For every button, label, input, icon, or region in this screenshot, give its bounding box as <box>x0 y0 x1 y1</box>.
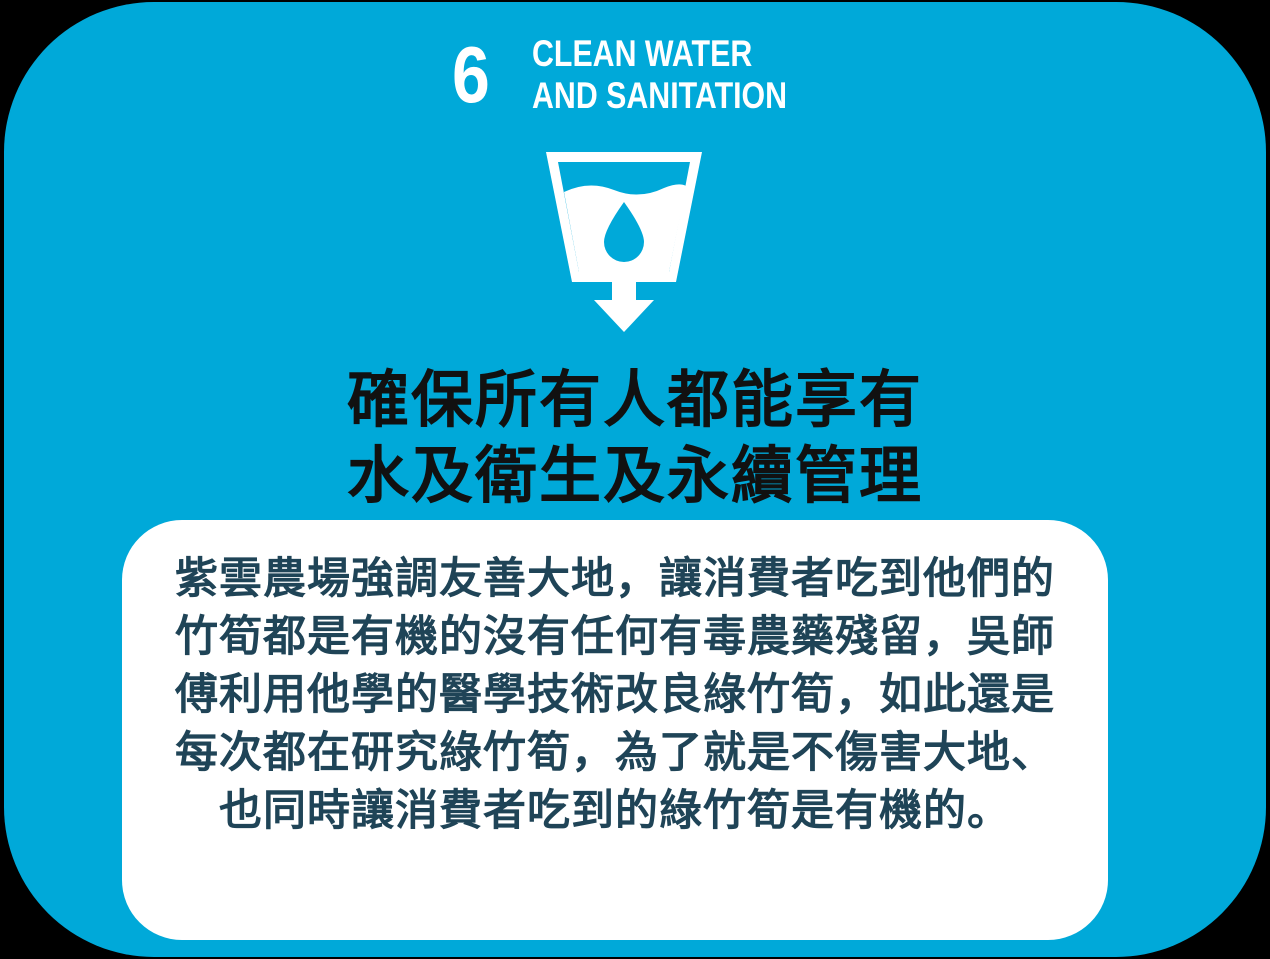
description-text: 紫雲農場強調友善大地，讓消費者吃到他們的竹筍都是有機的沒有任何有毒農藥殘留，吳師… <box>175 554 1055 836</box>
goal-title-line2: AND SANITATION <box>532 75 788 116</box>
headline: 確保所有人都能享有 水及衛生及永續管理 <box>4 362 1266 514</box>
goal-title: CLEAN WATER AND SANITATION <box>532 33 787 117</box>
headline-line1: 確保所有人都能享有 <box>346 363 923 436</box>
sdg-card: 6 CLEAN WATER AND SANITATION 確保所有人都能享有 水… <box>4 2 1266 957</box>
info-box: 紫雲農場強調友善大地，讓消費者吃到他們的竹筍都是有機的沒有任何有毒農藥殘留，吳師… <box>122 520 1108 940</box>
goal-title-line1: CLEAN WATER <box>532 33 753 74</box>
goal-header: 6 CLEAN WATER AND SANITATION <box>452 30 843 120</box>
water-glass-drop-arrow-icon <box>546 152 702 332</box>
goal-number: 6 <box>452 30 490 119</box>
headline-line2: 水及衛生及永續管理 <box>346 439 923 512</box>
